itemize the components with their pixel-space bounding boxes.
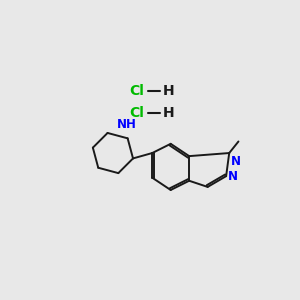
Text: Cl: Cl: [130, 84, 145, 98]
Text: H: H: [163, 84, 175, 98]
Text: N: N: [228, 169, 238, 183]
Text: N: N: [231, 154, 241, 168]
Text: Cl: Cl: [130, 106, 145, 120]
Text: H: H: [163, 106, 175, 120]
Text: NH: NH: [117, 118, 137, 131]
